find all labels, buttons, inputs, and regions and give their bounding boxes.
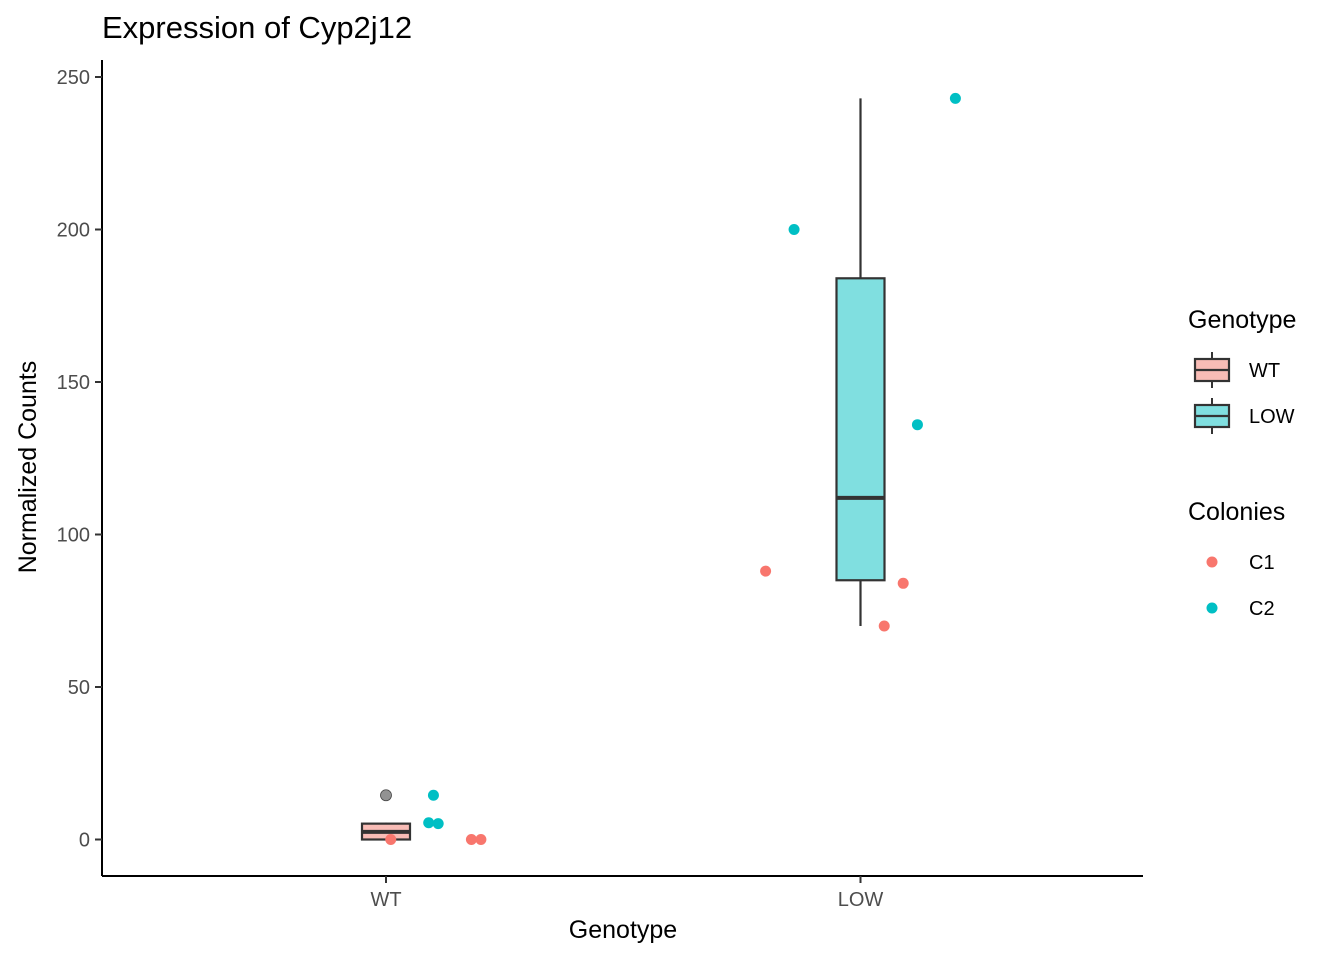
boxes — [360, 98, 886, 841]
y-tick-label: 200 — [57, 220, 90, 242]
x-tick-label: WT — [370, 889, 401, 911]
box-low — [835, 98, 886, 626]
legend-label-c1: C1 — [1249, 552, 1275, 574]
axes: 0 50 100 150 200 250 WT LOW — [57, 60, 1143, 911]
point-c2 — [911, 419, 923, 431]
point-c1 — [897, 577, 909, 589]
legend-label-wt: WT — [1249, 360, 1280, 382]
point-c1 — [475, 834, 487, 845]
y-axis-title: Normalized Counts — [14, 361, 42, 574]
legend-label-low: LOW — [1249, 406, 1295, 428]
y-tick-label: 250 — [57, 67, 90, 89]
point-c2 — [949, 92, 961, 104]
y-tick-label: 100 — [57, 525, 90, 547]
legend-key-c1 — [1206, 556, 1218, 568]
box-wt — [360, 789, 412, 841]
point-c1 — [878, 620, 890, 632]
point-c2 — [427, 789, 439, 801]
legend-key-c2 — [1206, 602, 1218, 614]
legend-key-wt — [1193, 352, 1231, 388]
point-c2 — [423, 817, 435, 829]
point-c1 — [385, 834, 397, 845]
points — [385, 92, 961, 845]
legend-title-genotype: Genotype — [1188, 306, 1296, 334]
y-tick-label: 50 — [68, 677, 90, 699]
x-tick-label: LOW — [838, 889, 884, 911]
point-c2 — [432, 818, 444, 830]
y-tick-label: 0 — [79, 830, 90, 852]
chart-title: Expression of Cyp2j12 — [102, 10, 412, 45]
y-tick-label: 150 — [57, 372, 90, 394]
box-body — [835, 277, 886, 582]
legend-title-colonies: Colonies — [1188, 498, 1285, 526]
legend-key-low — [1193, 398, 1231, 434]
point-c1 — [760, 565, 772, 577]
point-c2 — [788, 224, 800, 235]
box-outlier — [380, 789, 392, 802]
legends: Genotype WT LOW Colonies C1 C2 — [1188, 306, 1296, 620]
x-axis-title: Genotype — [569, 916, 677, 944]
point-c1 — [465, 834, 477, 845]
legend-label-c2: C2 — [1249, 598, 1275, 620]
